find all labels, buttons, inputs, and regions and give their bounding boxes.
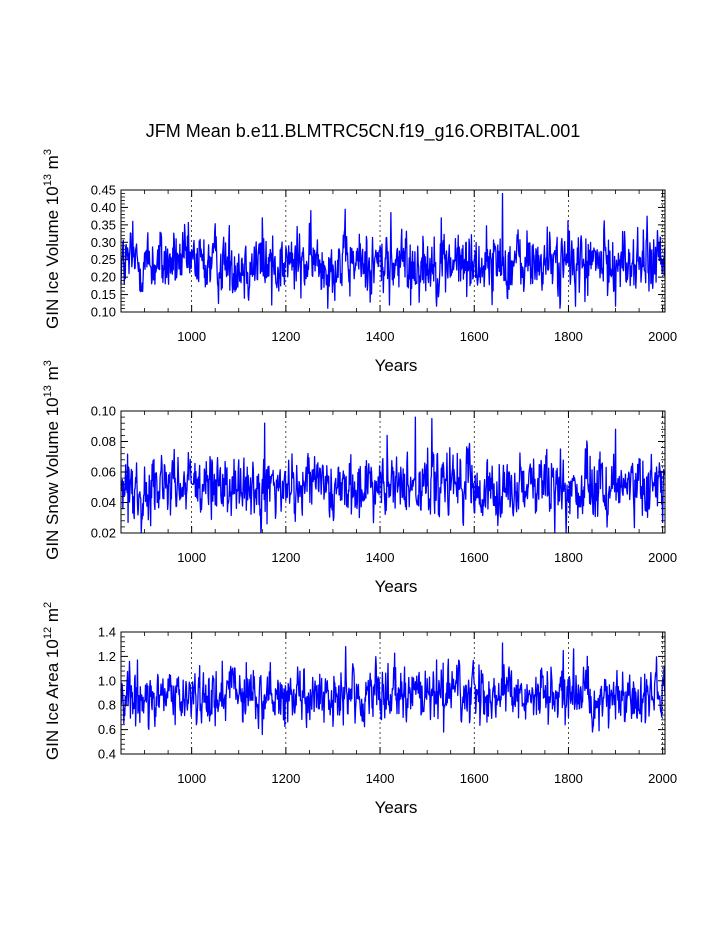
xtick-label-2000: 2000	[648, 329, 677, 344]
yaxis-title-main: GIN Snow Volume 10	[43, 397, 62, 560]
yaxis-title-unit: m	[43, 608, 62, 627]
xtick-label-1800: 1800	[554, 329, 583, 344]
yaxis-title-main: GIN Ice Volume 10	[43, 186, 62, 329]
yaxis-title-exponent: 13	[42, 174, 54, 186]
xtick-label-1000: 1000	[177, 771, 206, 786]
ice-volume-ytick-label-0-45: 0.45	[91, 183, 116, 198]
ice-area-ytick-label-1-2: 1.2	[98, 649, 116, 664]
ice-volume-ytick-label-0-1: 0.10	[91, 305, 116, 320]
ice-volume-ytick-label-0-4: 0.40	[91, 200, 116, 215]
yaxis-title-main: GIN Ice Area 10	[43, 639, 62, 760]
xtick-label-2000: 2000	[648, 771, 677, 786]
yaxis-title-unit-exponent: 3	[42, 149, 54, 155]
panel-ice-area: 1000 1200 1400 1600 1800 2000 0.4 0.6 0.8 1.0 1.2 1…	[42, 602, 677, 817]
xtick-label-1600: 1600	[460, 550, 489, 565]
snow-volume-series-line	[120, 416, 666, 534]
snow-volume-ytick-label-0-1: 0.10	[91, 404, 116, 419]
snow-volume-ytick-label-0-02: 0.02	[91, 526, 116, 541]
ice-volume-ytick-label-0-35: 0.35	[91, 217, 116, 232]
ice-volume-plot-frame	[120, 189, 666, 313]
yaxis-title-unit: m	[43, 155, 62, 174]
xtick-label-1400: 1400	[366, 550, 395, 565]
xtick-label-1000: 1000	[177, 550, 206, 565]
snow-volume-ytick-label-0-06: 0.06	[91, 465, 116, 480]
xtick-label-2000: 2000	[648, 550, 677, 565]
ice-area-yaxis-title: GIN Ice Area 1012 m2	[42, 602, 62, 760]
figure-title: JFM Mean b.e11.BLMTRC5CN.f19_g16.ORBITAL…	[146, 121, 581, 142]
xtick-label-1200: 1200	[271, 329, 300, 344]
xtick-label-1200: 1200	[271, 771, 300, 786]
ice-volume-yaxis-title: GIN Ice Volume 1013 m3	[42, 149, 62, 329]
ice-area-xaxis-title: Years	[375, 798, 418, 817]
yaxis-title-exponent: 13	[42, 385, 54, 397]
xtick-label-1400: 1400	[366, 771, 395, 786]
xtick-label-1400: 1400	[366, 329, 395, 344]
ice-area-ytick-label-0-8: 0.8	[98, 698, 116, 713]
ice-volume-xaxis-title: Years	[375, 356, 418, 375]
yaxis-title-unit-exponent: 2	[42, 602, 54, 608]
ice-area-ytick-label-1-4: 1.4	[98, 625, 116, 640]
snow-volume-xaxis-title: Years	[375, 577, 418, 596]
yaxis-title-exponent: 12	[42, 627, 54, 639]
ice-volume-ytick-label-0-2: 0.20	[91, 270, 116, 285]
panels: 1000 1200 1400 1600 1800 2000 0.10 0.15 0.20 0.25…	[42, 149, 677, 817]
ice-volume-ytick-label-0-3: 0.30	[91, 235, 116, 250]
snow-volume-yaxis-title: GIN Snow Volume 1013 m3	[42, 360, 62, 560]
xtick-label-1000: 1000	[177, 329, 206, 344]
xtick-label-1800: 1800	[554, 771, 583, 786]
xtick-label-1600: 1600	[460, 329, 489, 344]
ice-area-plot-frame	[120, 631, 666, 755]
ice-area-ytick-label-0-4: 0.4	[98, 747, 116, 762]
ice-volume-series-line	[120, 192, 666, 309]
snow-volume-ytick-label-0-08: 0.08	[91, 434, 116, 449]
panel-ice-volume: 1000 1200 1400 1600 1800 2000 0.10 0.15 0.20 0.25…	[42, 149, 677, 375]
ice-area-series-line	[120, 642, 666, 736]
ice-volume-ytick-label-0-25: 0.25	[91, 252, 116, 267]
snow-volume-ytick-label-0-04: 0.04	[91, 495, 116, 510]
ice-volume-ytick-label-0-15: 0.15	[91, 287, 116, 302]
xtick-label-1800: 1800	[554, 550, 583, 565]
yaxis-title-unit: m	[43, 366, 62, 385]
panel-snow-volume: 1000 1200 1400 1600 1800 2000 0.02 0.04 0.06 0.08…	[42, 360, 677, 596]
xtick-label-1600: 1600	[460, 771, 489, 786]
xtick-label-1200: 1200	[271, 550, 300, 565]
yaxis-title-unit-exponent: 3	[42, 360, 54, 366]
ice-area-ytick-label-1: 1.0	[98, 673, 116, 688]
ice-area-ytick-label-0-6: 0.6	[98, 722, 116, 737]
